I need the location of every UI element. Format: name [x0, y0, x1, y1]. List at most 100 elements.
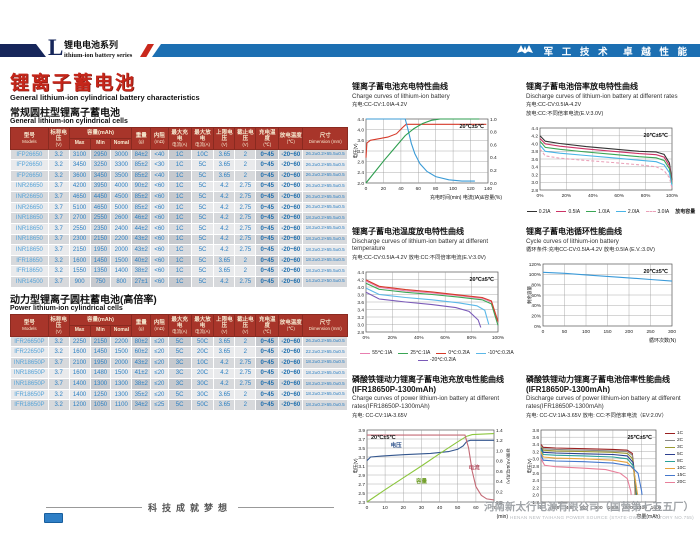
- column-header: 充电温度 (℃): [255, 127, 280, 150]
- svg-text:60%: 60%: [614, 193, 624, 199]
- chart-legend: 1C 2C 3C 5C 8C 10C 15C 20C: [665, 431, 686, 485]
- table-cell: 2.75: [234, 180, 257, 193]
- table-cell: 3.65: [213, 388, 236, 401]
- table-cell: 10C: [190, 357, 215, 369]
- svg-text:2.0: 2.0: [357, 181, 364, 187]
- svg-text:1.4: 1.4: [496, 427, 503, 433]
- footer-stamp-badge: [44, 513, 63, 523]
- spec-table: 型号 Models 标称电压 (V) 容量(mAh) 重量 (g) 内阻 (mΩ) 最大充电 电流(…: [10, 126, 348, 288]
- table-row: IFR22650P 3.2 1600 1450 1500 60±2 ≤20 5C 20C 3.65…: [10, 346, 348, 358]
- table-cell: 1950: [89, 357, 112, 369]
- table-cell: ≤25: [150, 399, 169, 411]
- table-cell: 4000: [110, 180, 133, 193]
- svg-text:3.4: 3.4: [532, 442, 539, 448]
- table-cell: -20~60: [278, 180, 304, 193]
- table-cell: 3.7: [47, 191, 70, 203]
- table1-title-cn: 常规圆柱型锂离子蓄电池: [10, 108, 120, 119]
- svg-text:4.4: 4.4: [357, 270, 364, 276]
- table-cell: 2000: [110, 357, 133, 369]
- taihang-logo-icon: [516, 44, 534, 57]
- svg-text:30: 30: [419, 505, 425, 511]
- svg-text:100%: 100%: [529, 272, 542, 278]
- table-cell: ≤20: [150, 335, 169, 348]
- table-cell: 1250: [89, 388, 112, 401]
- table-cell: INR18650: [10, 244, 49, 256]
- svg-text:20%: 20%: [388, 335, 398, 341]
- svg-text:4.2: 4.2: [531, 134, 538, 140]
- header-corner-accent: [0, 44, 46, 57]
- table-cell: 1600: [68, 346, 91, 358]
- table-cell: 43±2: [131, 244, 152, 256]
- table-cell: 2100: [68, 357, 91, 369]
- table-cell: 3250: [89, 159, 112, 171]
- table-cell: 5C: [190, 222, 215, 235]
- table-row: IFR18650P 3.2 1200 1050 1100 34±2 ≤25 5C 50C 3.65…: [10, 399, 348, 411]
- table-cell: <60: [150, 244, 169, 256]
- svg-text:3.4: 3.4: [357, 307, 364, 313]
- table-cell: 0~45: [255, 254, 280, 267]
- table-cell: 26.2±0.2×65.5±0.5: [302, 201, 348, 214]
- table-cell: 22.2±0.2×65.0±0.5: [302, 346, 348, 358]
- legend-item: 2.0IA: [615, 208, 640, 215]
- table-cell: 18.2±0.2×65.0±0.5: [302, 367, 348, 380]
- legend-item: 1C: [665, 431, 686, 436]
- svg-text:3.8: 3.8: [357, 292, 364, 298]
- table-cell: IFR18650: [10, 265, 49, 277]
- table-cell: 5C: [190, 170, 215, 182]
- chart-note: 充电: CC-CV:1IA-3.65V: [352, 412, 408, 419]
- table-cell: 38±2: [131, 378, 152, 390]
- spec-table: 型号 Models 标称电压 (V) 容量(mAh) 重量 (g) 内阻 (mΩ) 最大充电 电流(…: [10, 313, 348, 411]
- table-row: INR18650 3.7 2700 2550 2600 46±2 <60 1C 5C 4.2 2.7…: [10, 212, 348, 224]
- table-cell: 0~45: [255, 159, 280, 171]
- chart-subtitle: Cycle curves of lithium-ion battery: [526, 237, 619, 245]
- chart-plot: 0% 20% 40% 60% 80% 100% 2.8 3.0 3.2 3.4 3.6 3.8 4.0 4…: [526, 121, 696, 215]
- svg-text:4.0: 4.0: [531, 141, 538, 147]
- svg-text:0.8: 0.8: [490, 130, 497, 136]
- table-cell: 4.2: [213, 275, 236, 288]
- chart-title: 锂离子蓄电池循环性能曲线: [526, 227, 622, 237]
- svg-text:20℃±5℃: 20℃±5℃: [469, 276, 494, 283]
- table-cell: 4.2: [213, 212, 236, 224]
- table-cell: 2600: [110, 212, 133, 224]
- svg-text:20℃±5℃: 20℃±5℃: [371, 434, 396, 441]
- table-cell: 50C: [190, 335, 215, 348]
- table-cell: 1C: [167, 275, 192, 288]
- company-name-en: HENAN NEW TAIHANG POWER SOURCE (STATE-OW…: [509, 514, 694, 520]
- table-cell: 3.65: [213, 346, 236, 358]
- column-header: 型号 Models: [10, 127, 49, 150]
- svg-text:3.3: 3.3: [358, 454, 365, 460]
- svg-text:1000: 1000: [608, 505, 619, 511]
- svg-text:0.6: 0.6: [490, 143, 497, 149]
- svg-text:10: 10: [382, 505, 388, 511]
- svg-text:1.0: 1.0: [490, 117, 497, 123]
- table-cell: ≤20: [150, 357, 169, 369]
- table-cell: 30C: [190, 388, 215, 401]
- table-cell: 18.2±0.2×65.5±0.5: [302, 233, 348, 246]
- table-cell: 90±2: [131, 180, 152, 193]
- svg-text:2.8: 2.8: [357, 160, 364, 166]
- table-cell: INR26650: [10, 201, 49, 214]
- table-cell: 3450: [68, 159, 91, 171]
- chart-card-temp-discharge: 锂离子蓄电池温度放电特性曲线 Discharge curves of lithi…: [352, 227, 522, 363]
- chart-title: 锂离子蓄电池温度放电特性曲线: [352, 227, 464, 237]
- table-row: IFR26650P 3.2 2250 2150 2200 80±2 ≤20 5C 50C 3.65…: [10, 335, 348, 348]
- chart-note: 充电:CC-CV:0.5IA-4.2V: [526, 102, 582, 109]
- table-cell: 18.2±0.2×65.5±0.5: [302, 212, 348, 224]
- table-cell: 1C: [167, 148, 192, 161]
- svg-text:100%: 100%: [492, 335, 504, 341]
- svg-text:1400: 1400: [636, 505, 647, 511]
- table-cell: 3100: [68, 148, 91, 161]
- table-cell: 60±2: [131, 346, 152, 358]
- table-cell: 3.7: [47, 180, 70, 193]
- chart-title: 磷酸铁锂动力锂离子蓄电池充放电性能曲线: [352, 375, 504, 385]
- table2-title-en: Power lithium-ion cylindrical cells: [10, 305, 123, 312]
- table-cell: 1C: [167, 191, 192, 203]
- table-cell: 3.65: [213, 265, 236, 277]
- table-cell: 1C: [167, 170, 192, 182]
- table-cell: 3.7: [47, 244, 70, 256]
- svg-text:电压(V): 电压(V): [352, 458, 359, 473]
- table-cell: ≤20: [150, 388, 169, 401]
- table-cell: 85±2: [131, 201, 152, 214]
- table-cell: ≤20: [150, 346, 169, 358]
- red-slash-accent: [140, 44, 154, 57]
